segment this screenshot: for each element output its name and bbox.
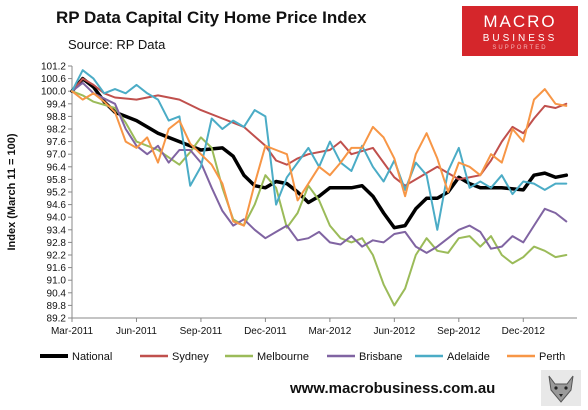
logo-tag-text: SUPPORTED [492, 45, 548, 51]
series-line-perth [71, 88, 568, 227]
series-line-brisbane [71, 81, 568, 254]
wolf-icon [541, 370, 581, 406]
y-tick-label: 98.8 [47, 112, 67, 123]
legend-label-adelaide: Adelaide [447, 351, 490, 363]
x-tick-label: Dec-2012 [502, 326, 546, 337]
series-line-sydney [71, 77, 568, 187]
y-tick-label: 90.4 [47, 288, 67, 299]
y-tick-label: 97.0 [47, 150, 67, 161]
legend-label-sydney: Sydney [172, 351, 209, 363]
x-tick-label: Mar-2012 [308, 326, 351, 337]
legend-label-brisbane: Brisbane [359, 351, 402, 363]
logo-sub-text: BUSINESS [482, 33, 558, 44]
x-tick-label: Mar-2011 [51, 326, 93, 337]
legend-label-perth: Perth [539, 351, 565, 363]
x-tick-label: Jun-2012 [373, 326, 415, 337]
legend-label-national: National [72, 351, 112, 363]
x-tick-label: Sep-2012 [437, 326, 481, 337]
logo-main-text: MACRO [483, 12, 557, 31]
y-tick-label: 91.0 [47, 276, 67, 287]
y-tick-label: 94.0 [47, 213, 67, 224]
y-tick-label: 91.6 [47, 263, 67, 274]
y-tick-label: 95.2 [47, 188, 67, 199]
y-tick-label: 89.8 [47, 301, 67, 312]
legend-label-melbourne: Melbourne [257, 351, 309, 363]
y-tick-label: 99.4 [47, 99, 67, 110]
x-tick-label: Jun-2011 [116, 326, 157, 337]
series-line-melbourne [71, 90, 568, 307]
y-axis-label: Index (March 11 = 100) [6, 133, 18, 250]
y-tick-label: 92.2 [47, 251, 67, 262]
y-tick-label: 95.8 [47, 175, 67, 186]
y-tick-label: 92.8 [47, 238, 67, 249]
y-tick-label: 100.0 [41, 87, 66, 98]
y-tick-label: 98.2 [47, 125, 67, 136]
chart-title: RP Data Capital City Home Price Index [56, 8, 367, 27]
y-tick-label: 100.6 [41, 74, 66, 85]
y-tick-label: 97.6 [47, 137, 67, 148]
series-line-national [70, 76, 569, 230]
series-line-adelaide [71, 69, 568, 231]
y-tick-label: 94.6 [47, 200, 67, 211]
y-tick-label: 101.2 [41, 62, 66, 73]
x-tick-label: Sep-2011 [180, 326, 223, 337]
y-tick-label: 96.4 [47, 162, 67, 173]
chart-subtitle: Source: RP Data [68, 37, 166, 52]
footer-url: www.macrobusiness.com.au [290, 380, 496, 397]
macrobusiness-logo: MACRO BUSINESS SUPPORTED [462, 6, 578, 56]
y-tick-label: 89.2 [47, 314, 67, 325]
y-tick-label: 93.4 [47, 225, 67, 236]
x-tick-label: Dec-2011 [244, 326, 287, 337]
